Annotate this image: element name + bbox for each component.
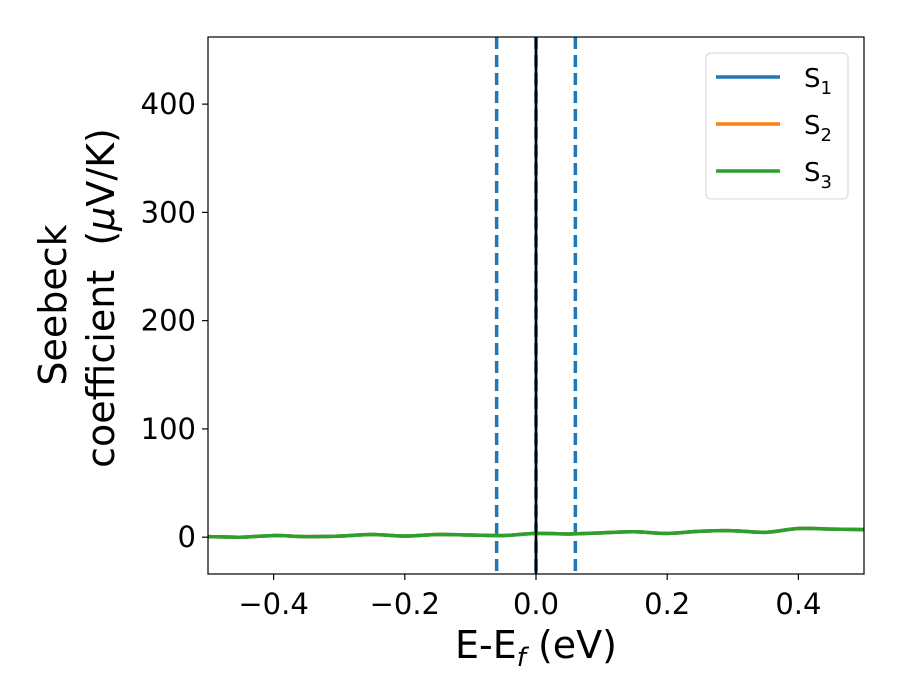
- legend: S1 S2 S3: [705, 52, 849, 200]
- y-tick-label: 300: [141, 195, 196, 229]
- legend-label-s1: S1: [804, 64, 832, 99]
- legend-box: [705, 52, 849, 200]
- x-tick-label: 0.2: [644, 587, 690, 621]
- x-tick-label: 0.0: [513, 587, 559, 621]
- y-tick-label: 0: [178, 520, 196, 554]
- x-tick-label: −0.2: [370, 587, 440, 621]
- x-tick-label: −0.4: [238, 587, 308, 621]
- y-axis: 0 100 200 300 400: [141, 87, 208, 554]
- y-axis-label-line2: coefficient (μV/K): [79, 128, 123, 468]
- legend-label-s2: S2: [804, 111, 832, 146]
- x-tick-label: 0.4: [775, 587, 821, 621]
- x-axis: −0.4 −0.2 0.0 0.2 0.4: [238, 574, 821, 621]
- y-axis-label-line1: Seebeck: [31, 224, 75, 385]
- x-axis-label: E-Ef (eV): [455, 623, 617, 673]
- y-tick-label: 200: [141, 304, 196, 338]
- y-tick-label: 100: [141, 412, 196, 446]
- y-axis-label: Seebeck coefficient (μV/K): [31, 128, 123, 468]
- legend-label-s3: S3: [804, 158, 832, 193]
- y-tick-label: 400: [141, 87, 196, 121]
